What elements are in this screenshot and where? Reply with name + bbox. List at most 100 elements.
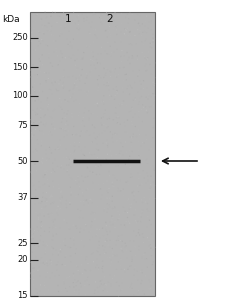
Point [99,99,103,104]
Point [126,33,130,38]
Point [133,244,137,249]
Point [130,202,133,207]
Point [111,237,114,242]
Point [145,56,149,61]
Point [69,160,72,165]
Point [133,265,137,270]
Point [50,80,54,85]
Point [88,238,92,243]
Point [99,278,103,283]
Point [58,226,62,231]
Point [58,14,62,19]
Point [38,88,41,93]
Point [144,204,147,209]
Point [40,223,44,228]
Point [52,119,55,124]
Point [51,10,54,14]
Point [85,129,89,134]
Point [144,274,147,278]
Point [29,260,33,265]
Point [145,14,148,18]
Point [31,108,35,113]
Point [63,85,66,90]
Point [90,200,94,205]
Point [86,286,90,290]
Point [84,268,88,273]
Point [65,289,69,294]
Point [40,159,44,164]
Point [58,141,62,146]
Point [84,226,88,231]
Point [80,111,84,116]
Point [43,181,47,186]
Point [105,196,109,200]
Point [127,182,130,187]
Point [104,73,107,78]
Point [40,25,44,29]
Point [53,206,57,211]
Point [107,84,111,89]
Point [136,12,139,17]
Point [40,115,44,120]
Point [89,57,92,62]
Point [149,41,153,46]
Point [32,273,35,278]
Point [129,263,133,268]
Point [122,65,125,70]
Point [109,257,113,262]
Point [57,147,61,152]
Point [64,286,68,291]
Point [80,57,83,62]
Point [105,238,109,243]
Point [80,148,83,153]
Point [104,236,108,241]
Point [120,276,124,281]
Point [112,125,116,130]
Point [51,82,54,87]
Point [106,285,110,290]
Point [151,32,155,37]
Point [33,88,36,93]
Point [50,262,53,267]
Point [34,188,37,192]
Point [102,197,106,202]
Point [114,152,118,157]
Point [38,212,42,217]
Point [68,54,71,59]
Point [121,140,124,145]
Point [33,243,36,248]
Point [137,81,141,86]
Point [86,45,89,49]
Point [103,112,106,117]
Point [85,18,88,23]
Point [130,145,133,150]
Point [94,27,97,32]
Point [92,59,96,64]
Point [69,192,73,197]
Point [137,217,141,222]
Point [65,276,68,281]
Point [98,186,101,191]
Point [97,182,101,187]
Text: kDa: kDa [2,15,20,24]
Point [86,280,90,285]
Point [91,126,95,131]
Point [38,59,42,64]
Point [122,249,125,254]
Point [149,222,153,227]
Point [94,164,97,169]
Point [147,156,151,161]
Point [42,210,45,215]
Point [31,234,35,239]
Point [29,270,33,275]
Point [29,271,33,276]
Point [65,119,68,124]
Point [44,128,48,133]
Point [45,259,48,264]
Point [44,43,47,48]
Point [145,256,148,261]
Point [119,263,123,268]
Point [71,115,74,119]
Point [136,278,140,283]
Point [68,42,72,47]
